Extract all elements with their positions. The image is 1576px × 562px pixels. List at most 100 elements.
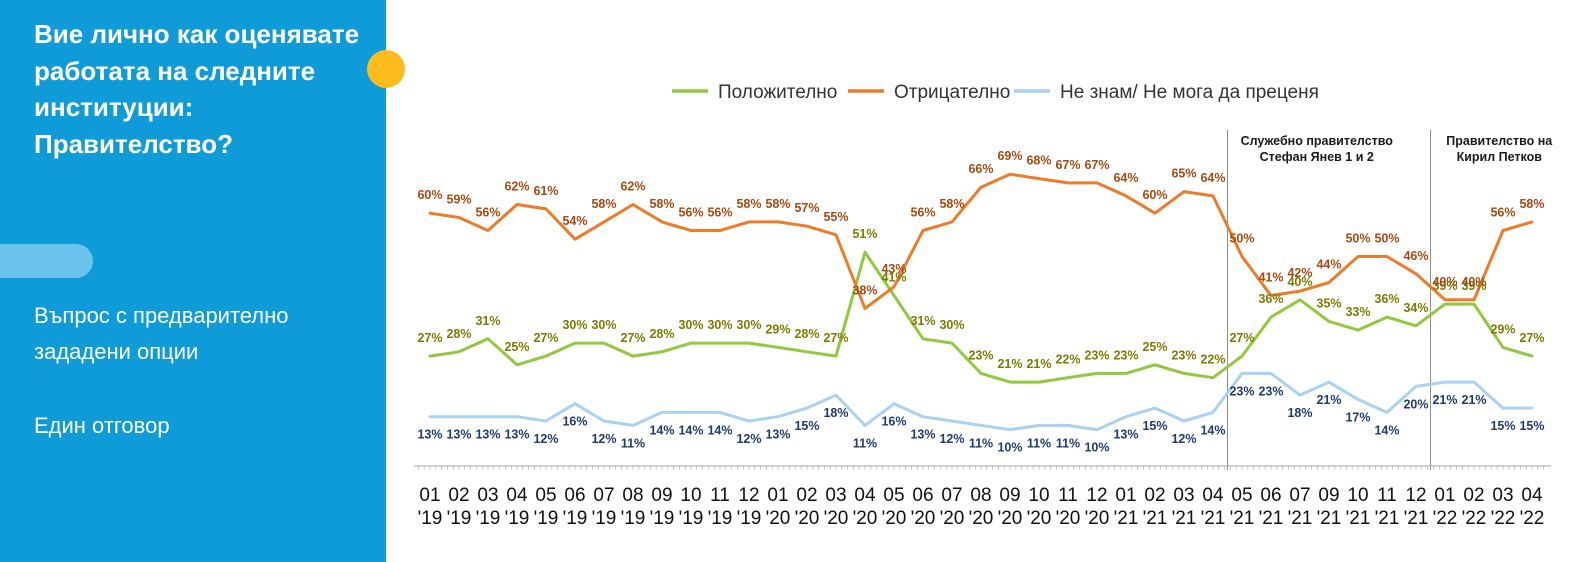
- x-tick-month: 11: [1377, 485, 1397, 506]
- data-label-negative: 60%: [417, 188, 442, 202]
- data-label-positive: 36%: [1258, 292, 1283, 306]
- data-label-negative: 66%: [968, 162, 993, 176]
- x-tick-year: '20: [766, 508, 791, 529]
- x-tick-year: '21: [1143, 508, 1168, 529]
- line-chart: Положително Отрицателно Не знам/ Не мога д…: [414, 82, 1553, 529]
- x-tick-year: '19: [592, 508, 617, 529]
- x-tick-month: 07: [941, 485, 962, 506]
- data-label-dontknow: 12%: [939, 432, 964, 446]
- data-label-negative: 56%: [1490, 206, 1515, 220]
- sidebar: Вие лично как оценявате работата на след…: [0, 0, 386, 562]
- x-tick-year: '20: [824, 508, 849, 529]
- data-label-dontknow: 23%: [1258, 384, 1283, 398]
- data-label-dontknow: 11%: [1056, 436, 1080, 450]
- x-tick-year: '19: [447, 508, 472, 529]
- data-label-positive: 28%: [794, 327, 819, 341]
- period-label: Стефан Янев 1 и 2: [1260, 150, 1374, 164]
- data-label-negative: 58%: [765, 197, 790, 211]
- data-label-negative: 61%: [533, 184, 558, 198]
- data-label-dontknow: 16%: [562, 415, 587, 429]
- x-tick-month: 04: [854, 485, 876, 506]
- series-lines: [428, 172, 1534, 432]
- x-tick-month: 06: [912, 485, 933, 506]
- x-tick-month: 02: [1463, 485, 1484, 506]
- series-line-negative: [428, 172, 1534, 310]
- data-label-negative: 67%: [1055, 158, 1080, 172]
- x-tick-month: 06: [564, 485, 585, 506]
- x-tick-year: '19: [679, 508, 704, 529]
- x-tick-month: 12: [1405, 485, 1426, 506]
- x-tick-year: '21: [1317, 508, 1342, 529]
- data-label-positive: 21%: [1026, 357, 1051, 371]
- x-tick-year: '19: [476, 508, 501, 529]
- x-tick-month: 01: [1434, 485, 1455, 506]
- x-tick-year: '22: [1520, 508, 1545, 529]
- data-label-dontknow: 15%: [794, 419, 819, 433]
- data-label-dontknow: 13%: [446, 428, 471, 442]
- x-tick-year: '22: [1433, 508, 1458, 529]
- x-tick-year: '20: [795, 508, 820, 529]
- data-label-positive: 29%: [1490, 322, 1515, 336]
- data-label-dontknow: 20%: [1403, 397, 1428, 411]
- data-label-negative: 60%: [1142, 188, 1167, 202]
- data-label-negative: 64%: [1113, 171, 1138, 185]
- x-tick-year: '21: [1114, 508, 1139, 529]
- data-label-dontknow: 14%: [707, 423, 732, 437]
- data-label-positive: 27%: [417, 331, 442, 345]
- data-label-positive: 27%: [823, 331, 848, 345]
- data-label-dontknow: 11%: [621, 436, 645, 450]
- data-label-negative: 56%: [475, 206, 500, 220]
- data-label-dontknow: 13%: [475, 428, 500, 442]
- data-labels: 27% 28% 31% 25% 27% 30% 30% 27% 28% 30% 30% 30% 29% 2…: [417, 149, 1544, 454]
- x-tick-year: '20: [998, 508, 1023, 529]
- data-label-dontknow: 18%: [823, 406, 848, 420]
- data-label-positive: 30%: [939, 318, 964, 332]
- data-label-negative: 40%: [1461, 275, 1486, 289]
- data-label-dontknow: 15%: [1519, 419, 1544, 433]
- data-label-positive: 23%: [968, 348, 993, 362]
- legend: Положително Отрицателно Не знам/ Не мога д…: [672, 82, 1319, 103]
- data-label-dontknow: 13%: [910, 428, 935, 442]
- x-tick-month: 04: [1202, 485, 1224, 506]
- x-tick-year: '19: [737, 508, 762, 529]
- x-tick-month: 07: [1289, 485, 1310, 506]
- x-tick-year: '21: [1346, 508, 1371, 529]
- x-tick-month: 08: [622, 485, 643, 506]
- x-tick-month: 04: [506, 485, 528, 506]
- data-label-positive: 31%: [475, 314, 500, 328]
- data-label-positive: 21%: [997, 357, 1022, 371]
- data-label-dontknow: 14%: [649, 423, 674, 437]
- period-label: Служебно правителство: [1241, 134, 1394, 148]
- data-label-dontknow: 14%: [678, 423, 703, 437]
- data-label-dontknow: 11%: [1027, 436, 1051, 450]
- data-label-negative: 58%: [736, 197, 761, 211]
- data-label-positive: 39%: [1432, 279, 1457, 293]
- data-label-dontknow: 10%: [997, 441, 1022, 455]
- data-label-dontknow: 14%: [1374, 423, 1399, 437]
- data-label-positive: 23%: [1171, 348, 1196, 362]
- data-label-negative: 64%: [1200, 171, 1225, 185]
- data-label-dontknow: 10%: [1084, 441, 1109, 455]
- data-label-positive: 28%: [446, 327, 471, 341]
- question-title: Вие лично как оценявате работата на след…: [34, 19, 360, 159]
- x-tick-month: 03: [1173, 485, 1194, 506]
- series-line-positive: [428, 250, 1534, 384]
- data-label-positive: 29%: [765, 322, 790, 336]
- data-label-dontknow: 17%: [1345, 410, 1370, 424]
- x-tick-month: 01: [1115, 485, 1136, 506]
- x-tick-month: 12: [738, 485, 759, 506]
- x-tick-month: 03: [477, 485, 498, 506]
- data-label-dontknow: 13%: [1113, 428, 1138, 442]
- x-tick-year: '19: [708, 508, 733, 529]
- data-label-positive: 35%: [1316, 296, 1341, 310]
- data-label-positive: 27%: [620, 331, 645, 345]
- x-tick-month: 03: [825, 485, 846, 506]
- x-tick-month: 04: [1521, 485, 1543, 506]
- x-tick-year: '19: [621, 508, 646, 529]
- x-tick-month: 06: [1260, 485, 1281, 506]
- legend-label-negative: Отрицателно: [894, 82, 1010, 103]
- x-tick-year: '20: [940, 508, 965, 529]
- data-label-dontknow: 11%: [969, 436, 993, 450]
- data-label-negative: 50%: [1374, 232, 1399, 246]
- data-label-negative: 58%: [1519, 197, 1544, 211]
